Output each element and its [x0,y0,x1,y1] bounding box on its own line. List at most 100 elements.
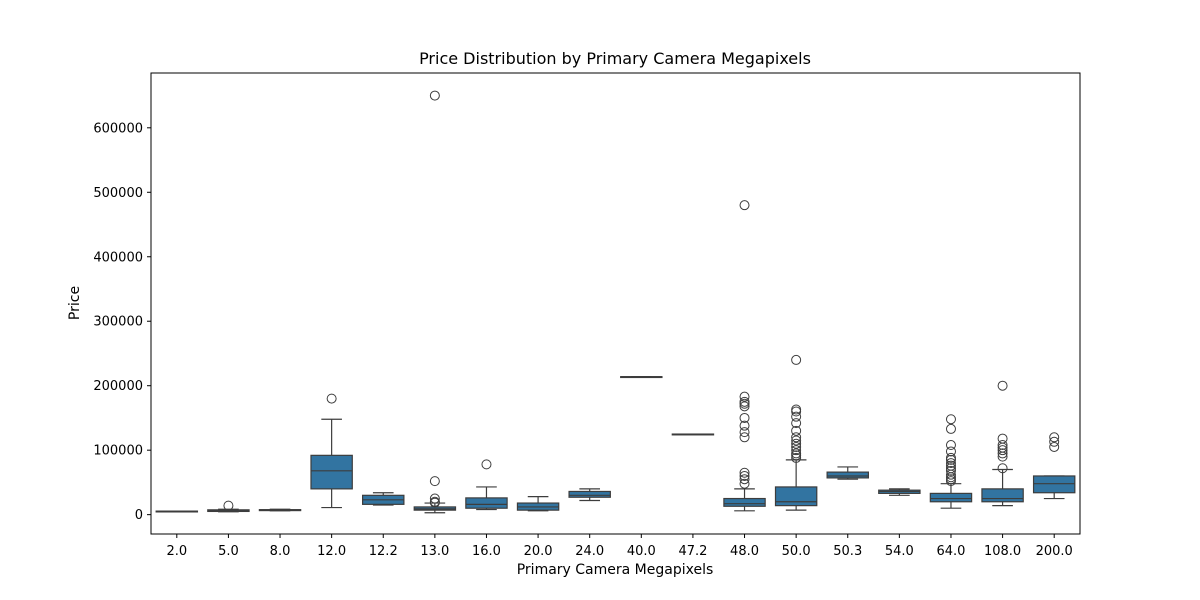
box-group [723,200,766,512]
outlier-point [739,420,750,431]
outlier-point [945,460,956,471]
chart-title: Price Distribution by Primary Camera Meg… [419,49,811,68]
iqr-box [465,497,508,509]
outlier-point [791,435,802,446]
iqr-box [826,471,869,479]
outlier-point [945,423,956,434]
outlier-point [997,463,1008,474]
outlier-point [791,445,802,456]
x-tick-label: 50.3 [833,544,862,559]
outlier-point [997,445,1008,456]
y-axis-title: Price [67,286,83,320]
y-axis: 0 100000 200000 300000 400000 500000 600000 [93,121,151,523]
outlier-point [791,418,802,429]
outlier-point [791,404,802,415]
iqr-box [981,488,1024,503]
outlier-point [481,459,492,470]
outlier-point [791,441,802,452]
outlier-point [739,401,750,412]
outlier-point [1049,441,1060,452]
outlier-point [791,406,802,417]
outlier-point [739,427,750,438]
box-group [671,433,715,436]
x-tick-label: 12.2 [369,544,398,559]
outlier-point [997,433,1008,444]
x-tick-label: 200.0 [1036,544,1073,559]
outlier-point [945,452,956,463]
box-group [465,459,508,511]
x-axis-title: Primary Camera Megapixels [517,562,714,578]
box-group [310,393,353,509]
outlier-point [791,452,802,463]
outlier-point [739,474,750,485]
iqr-box [723,497,766,507]
iqr-box [310,454,353,490]
box-group [568,488,611,502]
outlier-point [791,432,802,443]
outlier-point [739,200,750,211]
outlier-point [945,440,956,451]
x-tick-label: 108.0 [984,544,1021,559]
outlier-point [739,432,750,443]
x-tick-label: 8.0 [270,544,291,559]
y-tick-label: 300000 [93,315,143,330]
outlier-point [326,393,337,404]
box-group [516,496,560,512]
x-tick-label: 12.0 [317,544,346,559]
outlier-point [739,478,750,489]
outlier-point [791,411,802,422]
y-tick-label: 500000 [93,186,143,201]
x-tick-label: 40.0 [627,544,656,559]
box-group [620,376,663,379]
outlier-point [429,90,440,101]
x-tick-label: 5.0 [218,544,239,559]
x-tick-label: 13.0 [420,544,449,559]
y-tick-label: 400000 [93,250,143,265]
outlier-point [739,396,750,407]
outlier-point [997,440,1008,451]
x-tick-label: 54.0 [885,544,914,559]
box-group [774,354,818,511]
x-tick-label: 2.0 [166,544,187,559]
x-tick-label: 48.0 [730,544,759,559]
iqr-box [1032,475,1076,494]
outlier-point [429,493,440,504]
outlier-point [791,438,802,449]
plot-frame [150,72,1081,535]
box-group [981,380,1024,507]
outlier-point [429,496,440,507]
outlier-point [791,448,802,459]
y-tick-label: 600000 [93,121,143,136]
x-tick-label: 50.0 [782,544,811,559]
y-tick-label: 200000 [93,379,143,394]
x-tick-label: 16.0 [472,544,501,559]
iqr-box [774,486,818,507]
box-group [826,466,869,480]
outlier-point [791,425,802,436]
x-tick-label: 20.0 [524,544,553,559]
x-tick-label: 24.0 [575,544,604,559]
box-group [155,510,199,513]
iqr-box [929,492,973,503]
outlier-point [791,354,802,365]
box-group [413,90,457,514]
box-group [362,492,405,506]
y-tick-label: 100000 [93,444,143,459]
outlier-point [429,476,440,487]
x-tick-label: 64.0 [936,544,965,559]
box-group [207,500,250,513]
outlier-point [1049,436,1060,447]
outlier-point [739,412,750,423]
box-group [929,414,973,509]
outlier-point [945,414,956,425]
box-group [258,508,302,512]
outlier-point [739,391,750,402]
iqr-box [568,490,611,498]
outlier-point [945,458,956,469]
outlier-point [945,463,956,474]
plot-marks [155,90,1076,514]
x-axis: 2.0 5.0 8.0 12.0 12.2 13.0 16.0 20.0 24.0 40.0 47.… [166,534,1073,559]
outlier-point [223,500,234,511]
